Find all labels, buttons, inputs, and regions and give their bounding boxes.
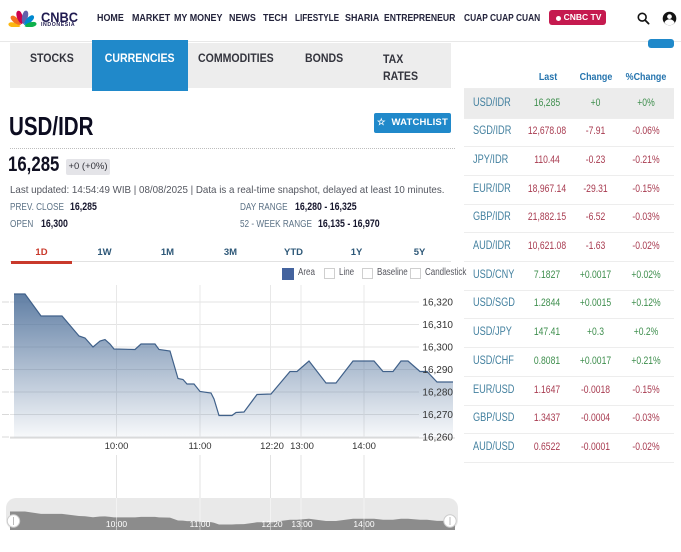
svg-text:13:00: 13:00 [290, 441, 314, 452]
svg-text:16,290: 16,290 [422, 365, 453, 376]
svg-text:10:00: 10:00 [106, 519, 128, 529]
svg-text:11:00: 11:00 [190, 519, 211, 529]
svg-text:16,270: 16,270 [422, 410, 453, 421]
svg-text:14:00: 14:00 [353, 519, 375, 529]
svg-text:12:20: 12:20 [261, 519, 283, 529]
svg-text:10:00: 10:00 [105, 441, 129, 452]
svg-text:16,260: 16,260 [422, 433, 453, 444]
svg-text:16,280: 16,280 [422, 388, 453, 399]
svg-text:14:00: 14:00 [352, 441, 376, 452]
svg-text:16,310: 16,310 [422, 320, 453, 331]
svg-text:16,300: 16,300 [422, 343, 453, 354]
svg-text:11:00: 11:00 [188, 441, 211, 452]
svg-text:12:20: 12:20 [260, 441, 284, 452]
svg-text:13:00: 13:00 [291, 519, 313, 529]
svg-text:16,320: 16,320 [422, 298, 453, 309]
